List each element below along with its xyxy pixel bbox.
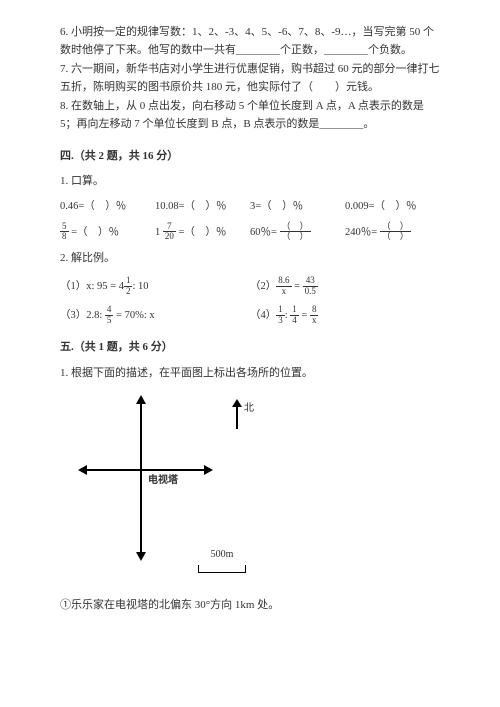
text: = — [299, 310, 310, 321]
fraction: 8.6x — [276, 276, 291, 297]
fraction: 58 — [60, 222, 69, 243]
fraction: 13 — [276, 305, 285, 326]
calc-cell: 1 720 =（ ）％ — [155, 222, 250, 243]
fraction: 8x — [310, 305, 319, 326]
north-label: 北 — [244, 401, 254, 417]
text: 240％= — [345, 226, 380, 237]
fraction: 14 — [290, 305, 299, 326]
arrow-down-icon — [136, 552, 146, 561]
ratio-row-1: （1）x: 95 = 412: 10 （2）8.6x = 430.5 — [60, 276, 440, 297]
center-label: 电视塔 — [148, 473, 178, 489]
calc-cell: 240％= （ ）（ ） — [345, 222, 440, 243]
text: = — [292, 281, 303, 292]
calc-cell: 0.46=（ ）％ — [60, 199, 155, 216]
section-4-title: 四.（共 2 题，共 16 分） — [60, 148, 440, 166]
scale-text: 500m — [198, 547, 246, 563]
text: （4） — [250, 310, 276, 321]
question-8: 8. 在数轴上，从 0 点出发，向右移动 5 个单位长度到 A 点，A 点表示的… — [60, 98, 440, 133]
calc-cell: 10.08=（ ）％ — [155, 199, 250, 216]
scale-bar: 500m — [198, 547, 246, 573]
q5-item-1: ①乐乐家在电视塔的北偏东 30°方向 1km 处。 — [60, 597, 440, 615]
question-6: 6. 小明按一定的规律写数：1、2、-3、4、5、-6、7、8、-9…，当写完第… — [60, 24, 440, 59]
diagram: 北 电视塔 500m — [76, 397, 276, 577]
text: : 10 — [132, 281, 148, 292]
north-arrow-line — [236, 403, 238, 429]
ratio-cell: （3）2.8: 45 = 70%: x — [60, 305, 250, 326]
arrow-right-icon — [204, 465, 213, 475]
text: = 70%: x — [113, 310, 154, 321]
calc-row-1: 0.46=（ ）％ 10.08=（ ）％ 3=（ ）％ 0.009=（ ）％ — [60, 199, 440, 216]
fraction: （ ）（ ） — [280, 222, 311, 243]
text: （3）2.8: — [60, 310, 105, 321]
calc-cell: 3=（ ）％ — [250, 199, 345, 216]
text: 1 — [155, 226, 163, 237]
fraction: 430.5 — [303, 276, 318, 297]
question-7: 7. 六一期间，新华书店对小学生进行优惠促销，购书超过 60 元的部分一律打七五… — [60, 61, 440, 96]
section-5-title: 五.（共 1 题，共 6 分） — [60, 339, 440, 357]
text: （2） — [250, 281, 276, 292]
calc-cell: 60％= （ ）（ ） — [250, 222, 345, 243]
text: 60％= — [250, 226, 280, 237]
q4-2: 2. 解比例。 — [60, 250, 440, 268]
calc-cell: 58 =（ ）％ — [60, 222, 155, 243]
q4-1: 1. 口算。 — [60, 173, 440, 191]
ratio-cell: （4）13: 14 = 8x — [250, 305, 440, 326]
text: =（ ）％ — [69, 226, 120, 237]
vertical-axis — [140, 397, 142, 557]
scale-bar-line — [198, 565, 246, 573]
ratio-row-2: （3）2.8: 45 = 70%: x （4）13: 14 = 8x — [60, 305, 440, 326]
calc-row-2: 58 =（ ）％ 1 720 =（ ）％ 60％= （ ）（ ） 240％= （… — [60, 222, 440, 243]
fraction: 720 — [163, 222, 176, 243]
text: =（ ）％ — [176, 226, 227, 237]
ratio-cell: （2）8.6x = 430.5 — [250, 276, 440, 297]
horizontal-axis — [82, 469, 208, 471]
q5-1: 1. 根据下面的描述，在平面图上标出各场所的位置。 — [60, 365, 440, 383]
fraction: （ ）（ ） — [380, 222, 411, 243]
ratio-cell: （1）x: 95 = 412: 10 — [60, 276, 250, 297]
text: （1）x: 95 = 4 — [60, 281, 124, 292]
calc-cell: 0.009=（ ）％ — [345, 199, 440, 216]
